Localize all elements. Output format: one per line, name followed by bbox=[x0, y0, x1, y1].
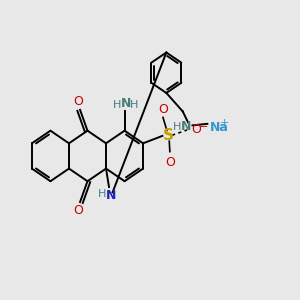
Text: N: N bbox=[106, 189, 117, 203]
Text: H: H bbox=[130, 100, 139, 110]
Text: H: H bbox=[98, 189, 107, 200]
Text: N: N bbox=[182, 120, 192, 133]
Text: H: H bbox=[173, 122, 182, 132]
Text: N: N bbox=[121, 97, 131, 110]
Text: H: H bbox=[113, 100, 121, 110]
Text: S: S bbox=[163, 128, 174, 143]
Text: −: − bbox=[198, 122, 208, 132]
Text: +: + bbox=[220, 118, 229, 128]
Text: Na: Na bbox=[210, 121, 229, 134]
Text: O: O bbox=[74, 203, 83, 217]
Text: O: O bbox=[165, 156, 175, 170]
Text: O: O bbox=[74, 95, 83, 108]
Text: O: O bbox=[158, 103, 168, 116]
Text: O: O bbox=[191, 123, 201, 136]
